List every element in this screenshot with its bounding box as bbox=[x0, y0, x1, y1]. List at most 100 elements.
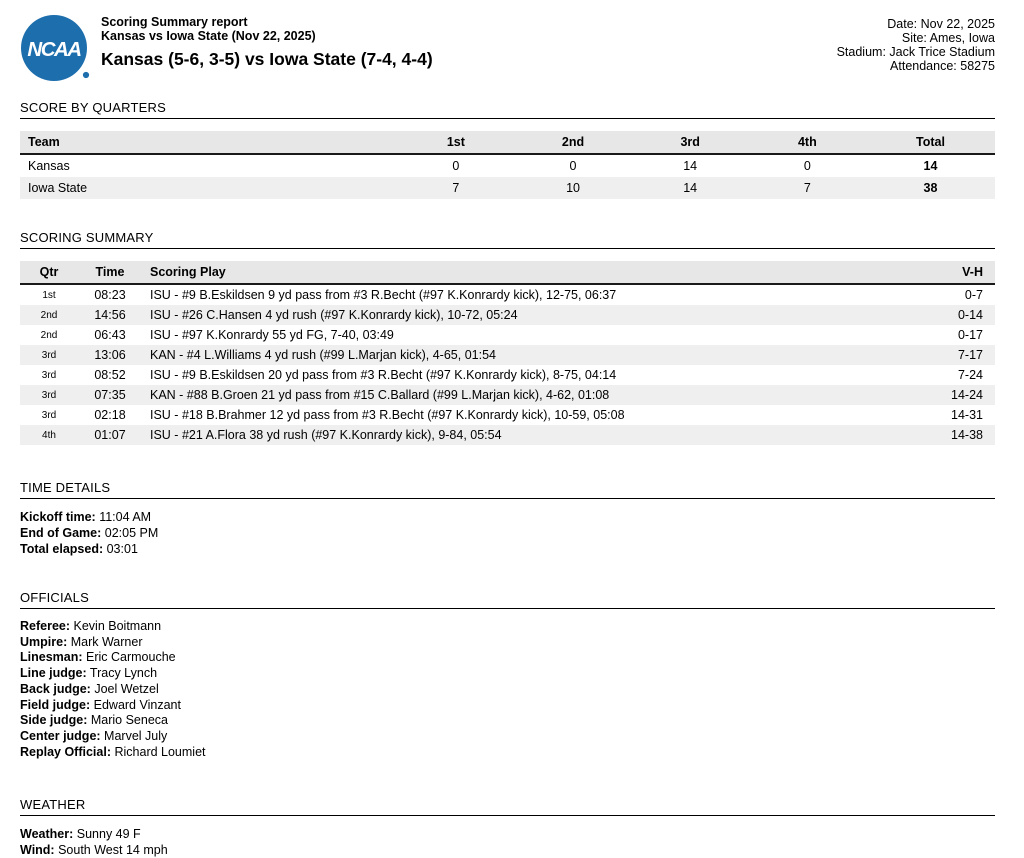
q2-score: 0 bbox=[569, 159, 577, 173]
official-label: Field judge: bbox=[20, 697, 91, 712]
table-row: 3rd 07:35 KAN - #88 B.Groen 21 yd pass f… bbox=[20, 385, 995, 405]
play-qtr: 2nd bbox=[40, 329, 58, 341]
total-score: 14 bbox=[923, 159, 938, 173]
scoring-summary-title: SCORING SUMMARY bbox=[20, 230, 995, 249]
report-title: Scoring Summary report bbox=[101, 15, 248, 29]
score-by-quarters-section: SCORE BY QUARTERS Team 1st 2nd 3rd 4th T… bbox=[20, 100, 995, 199]
table-row: 1st 08:23 ISU - #9 B.Eskildsen 9 yd pass… bbox=[20, 284, 995, 305]
official-value: Joel Wetzel bbox=[94, 681, 159, 696]
play-time: 07:35 bbox=[94, 388, 126, 402]
list-item: Total elapsed: 03:01 bbox=[20, 541, 995, 557]
table-row: 2nd 06:43 ISU - #97 K.Konrardy 55 yd FG,… bbox=[20, 325, 995, 345]
list-item: Referee: Kevin Boitmann bbox=[20, 619, 995, 635]
play-qtr: 4th bbox=[42, 429, 56, 441]
official-value: Mark Warner bbox=[70, 634, 143, 649]
wind-label: Wind: bbox=[20, 843, 55, 858]
q3-score: 14 bbox=[683, 159, 698, 173]
list-item: Center judge: Marvel July bbox=[20, 729, 995, 745]
official-value: Tracy Lynch bbox=[89, 666, 158, 681]
play-time: 14:56 bbox=[94, 308, 126, 322]
play-time: 01:07 bbox=[94, 428, 126, 442]
game-attendance: Attendance: 58275 bbox=[890, 59, 995, 73]
q4-score: 7 bbox=[803, 181, 811, 195]
play-vh: 7-24 bbox=[957, 368, 983, 382]
table-row: Kansas 0 0 14 0 14 bbox=[20, 154, 995, 177]
col-header-play: Scoring Play bbox=[142, 261, 903, 285]
play-desc: KAN - #88 B.Groen 21 yd pass from #15 C.… bbox=[150, 388, 610, 402]
game-date: Date: Nov 22, 2025 bbox=[887, 17, 995, 31]
officials-list: Referee: Kevin Boitmann Umpire: Mark War… bbox=[20, 619, 995, 760]
play-desc: ISU - #21 A.Flora 38 yd rush (#97 K.Konr… bbox=[150, 428, 502, 442]
col-header-team: Team bbox=[20, 131, 398, 155]
total-elapsed-label: Total elapsed: bbox=[20, 542, 104, 556]
list-item: Umpire: Mark Warner bbox=[20, 635, 995, 651]
total-elapsed-value: 03:01 bbox=[106, 542, 138, 556]
col-header-time: Time bbox=[78, 261, 142, 285]
matchup-line: Kansas vs Iowa State (Nov 22, 2025) bbox=[101, 29, 316, 43]
official-value: Richard Loumiet bbox=[114, 744, 206, 759]
end-of-game-label: End of Game: bbox=[20, 526, 102, 540]
play-desc: ISU - #97 K.Konrardy 55 yd FG, 7-40, 03:… bbox=[150, 328, 394, 342]
official-label: Umpire: bbox=[20, 634, 68, 649]
list-item: Side judge: Mario Seneca bbox=[20, 713, 995, 729]
q3-score: 14 bbox=[683, 181, 698, 195]
total-score: 38 bbox=[923, 181, 938, 195]
official-value: Mario Seneca bbox=[90, 713, 168, 728]
teams-records-line: Kansas (5-6, 3-5) vs Iowa State (7-4, 4-… bbox=[101, 49, 433, 69]
play-time: 02:18 bbox=[94, 408, 126, 422]
play-qtr: 1st bbox=[42, 289, 56, 301]
list-item: End of Game: 02:05 PM bbox=[20, 525, 995, 541]
score-by-quarters-title: SCORE BY QUARTERS bbox=[20, 100, 995, 119]
end-of-game-value: 02:05 PM bbox=[104, 526, 159, 540]
col-header-vh: V-H bbox=[903, 261, 995, 285]
game-info-block: Date: Nov 22, 2025 Site: Ames, Iowa Stad… bbox=[837, 8, 995, 73]
col-header-qtr: Qtr bbox=[20, 261, 78, 285]
game-stadium: Stadium: Jack Trice Stadium bbox=[836, 45, 995, 59]
col-header-4th: 4th bbox=[748, 131, 866, 155]
list-item: Wind: South West 14 mph bbox=[20, 842, 995, 858]
col-header-1st: 1st bbox=[397, 131, 515, 155]
play-time: 08:23 bbox=[94, 288, 126, 302]
table-row: 2nd 14:56 ISU - #26 C.Hansen 4 yd rush (… bbox=[20, 305, 995, 325]
play-vh: 0-14 bbox=[957, 308, 983, 322]
time-details-section: TIME DETAILS Kickoff time: 11:04 AM End … bbox=[20, 480, 995, 557]
report-header: NCAA Scoring Summary report Kansas vs Io… bbox=[20, 8, 995, 86]
play-vh: 14-31 bbox=[951, 408, 983, 422]
list-item: Field judge: Edward Vinzant bbox=[20, 698, 995, 714]
score-by-quarters-table: Team 1st 2nd 3rd 4th Total Kansas 0 0 14… bbox=[20, 131, 995, 199]
kickoff-time-value: 11:04 AM bbox=[99, 510, 152, 524]
play-vh: 14-38 bbox=[951, 428, 983, 442]
officials-title: OFFICIALS bbox=[20, 590, 995, 609]
weather-list: Weather: Sunny 49 F Wind: South West 14 … bbox=[20, 826, 995, 858]
weather-section: WEATHER Weather: Sunny 49 F Wind: South … bbox=[20, 797, 995, 858]
table-row: 3rd 02:18 ISU - #18 B.Brahmer 12 yd pass… bbox=[20, 405, 995, 425]
scoring-summary-table: Qtr Time Scoring Play V-H 1st 08:23 ISU … bbox=[20, 261, 995, 445]
q2-score: 10 bbox=[566, 181, 580, 195]
list-item: Back judge: Joel Wetzel bbox=[20, 682, 995, 698]
play-desc: KAN - #4 L.Williams 4 yd rush (#99 L.Mar… bbox=[150, 348, 496, 362]
table-row: 3rd 08:52 ISU - #9 B.Eskildsen 20 yd pas… bbox=[20, 365, 995, 385]
scoring-summary-section: SCORING SUMMARY Qtr Time Scoring Play V-… bbox=[20, 230, 995, 445]
header-titles: Scoring Summary report Kansas vs Iowa St… bbox=[101, 8, 433, 69]
play-desc: ISU - #9 B.Eskildsen 9 yd pass from #3 R… bbox=[150, 288, 617, 302]
list-item: Line judge: Tracy Lynch bbox=[20, 666, 995, 682]
play-vh: 7-17 bbox=[957, 348, 983, 362]
weather-label: Weather: bbox=[20, 827, 74, 842]
col-header-2nd: 2nd bbox=[514, 131, 632, 155]
score-table-header-row: Team 1st 2nd 3rd 4th Total bbox=[20, 131, 995, 155]
time-details-title: TIME DETAILS bbox=[20, 480, 995, 499]
wind-value: South West 14 mph bbox=[58, 843, 168, 858]
table-row: 4th 01:07 ISU - #21 A.Flora 38 yd rush (… bbox=[20, 425, 995, 445]
table-row: Iowa State 7 10 14 7 38 bbox=[20, 177, 995, 199]
scoring-table-header-row: Qtr Time Scoring Play V-H bbox=[20, 261, 995, 285]
play-qtr: 2nd bbox=[40, 309, 58, 321]
officials-section: OFFICIALS Referee: Kevin Boitmann Umpire… bbox=[20, 590, 995, 760]
official-value: Eric Carmouche bbox=[86, 650, 176, 665]
col-header-total: Total bbox=[865, 131, 995, 155]
weather-title: WEATHER bbox=[20, 797, 995, 817]
play-qtr: 3rd bbox=[41, 409, 57, 421]
play-qtr: 3rd bbox=[41, 389, 57, 401]
col-header-3rd: 3rd bbox=[631, 131, 749, 155]
ncaa-logo-icon: NCAA bbox=[21, 15, 91, 81]
